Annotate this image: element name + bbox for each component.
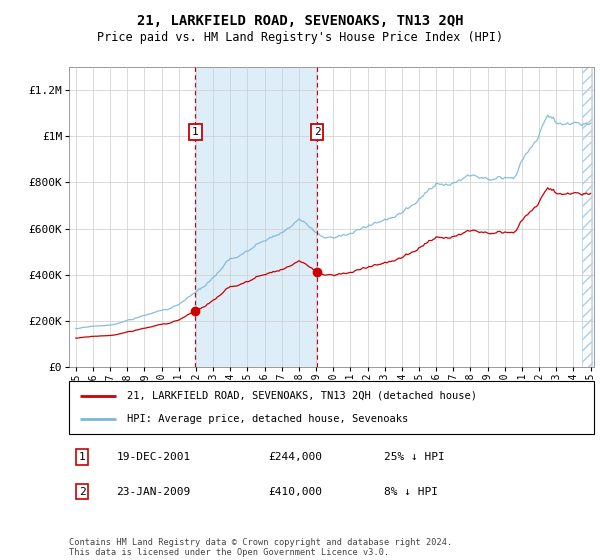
Text: Price paid vs. HM Land Registry's House Price Index (HPI): Price paid vs. HM Land Registry's House …	[97, 31, 503, 44]
Text: 1: 1	[192, 127, 199, 137]
Text: 19-DEC-2001: 19-DEC-2001	[116, 452, 191, 462]
Text: 2: 2	[314, 127, 320, 137]
Text: 21, LARKFIELD ROAD, SEVENOAKS, TN13 2QH (detached house): 21, LARKFIELD ROAD, SEVENOAKS, TN13 2QH …	[127, 391, 477, 401]
Bar	[196, 67, 317, 367]
Text: 25% ↓ HPI: 25% ↓ HPI	[384, 452, 445, 462]
Text: 2: 2	[79, 487, 86, 497]
Text: Contains HM Land Registry data © Crown copyright and database right 2024.
This d: Contains HM Land Registry data © Crown c…	[69, 538, 452, 557]
Text: 1: 1	[79, 452, 86, 462]
Text: HPI: Average price, detached house, Sevenoaks: HPI: Average price, detached house, Seve…	[127, 414, 408, 424]
Text: 21, LARKFIELD ROAD, SEVENOAKS, TN13 2QH: 21, LARKFIELD ROAD, SEVENOAKS, TN13 2QH	[137, 14, 463, 28]
Text: £410,000: £410,000	[269, 487, 323, 497]
Text: 23-JAN-2009: 23-JAN-2009	[116, 487, 191, 497]
Bar	[582, 67, 592, 367]
Text: £244,000: £244,000	[269, 452, 323, 462]
Text: 8% ↓ HPI: 8% ↓ HPI	[384, 487, 438, 497]
FancyBboxPatch shape	[69, 381, 594, 434]
Bar	[582, 67, 592, 367]
